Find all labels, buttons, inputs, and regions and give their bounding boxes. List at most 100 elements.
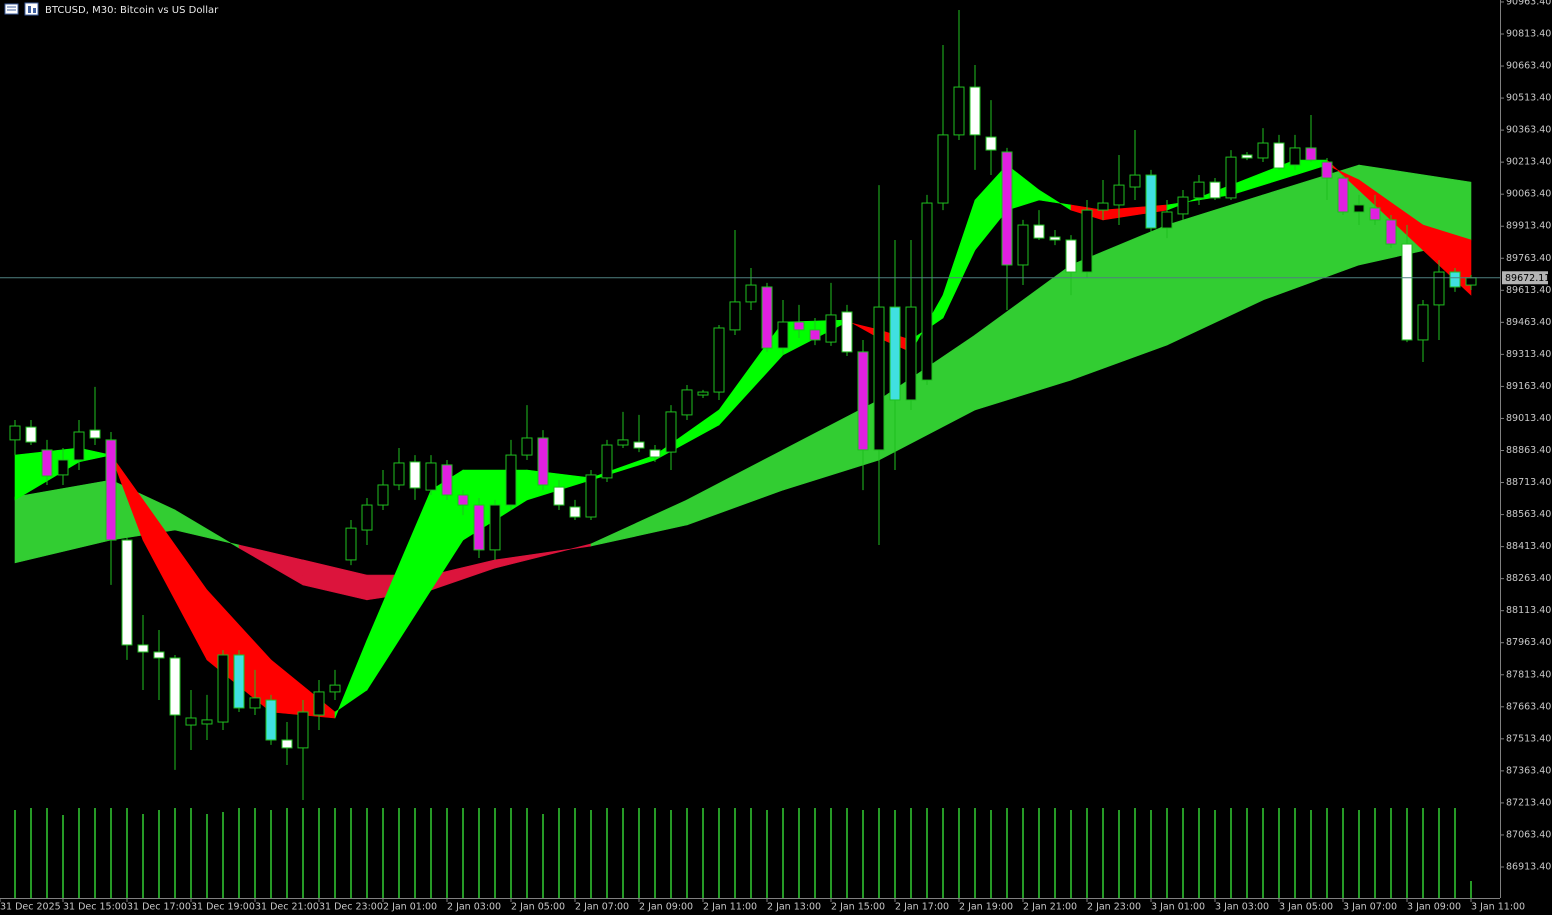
candle-body <box>1433 271 1445 306</box>
icon-bar <box>33 8 36 13</box>
x-tick-label: 2 Jan 13:00 <box>767 902 821 913</box>
y-tick-label: 88263.40 <box>1506 573 1551 584</box>
candle-body <box>1417 304 1429 341</box>
y-tick-label: 89913.40 <box>1506 221 1551 232</box>
current-price-label: 89672.11 <box>1505 273 1550 284</box>
x-tick-label: 2 Jan 07:00 <box>575 902 629 913</box>
x-tick-label: 31 Dec 2025 <box>0 902 61 913</box>
candle-body <box>537 437 549 486</box>
candle-body <box>841 311 853 353</box>
candles <box>9 9 1477 801</box>
candle-body <box>489 504 501 551</box>
icon-chart[interactable] <box>24 2 39 16</box>
y-tick-label: 87513.40 <box>1506 733 1551 744</box>
y-tick-label: 87813.40 <box>1506 669 1551 680</box>
candle-body <box>1065 239 1077 273</box>
candle-body <box>89 429 101 439</box>
candle-body <box>9 425 21 441</box>
x-tick-label: 2 Jan 19:00 <box>959 902 1013 913</box>
candle-body <box>1449 271 1461 288</box>
y-tick-label: 88113.40 <box>1506 605 1551 616</box>
candle-body <box>41 449 53 477</box>
ribbons <box>14 159 1472 719</box>
candle-body <box>473 504 485 551</box>
candle-body <box>201 719 213 725</box>
y-tick-label: 88563.40 <box>1506 509 1551 520</box>
x-tick-label: 3 Jan 05:00 <box>1279 902 1333 913</box>
candle-body <box>73 431 85 461</box>
candle-body <box>713 327 725 393</box>
candle-body <box>1353 204 1365 213</box>
x-tick-label: 31 Dec 15:00 <box>63 902 127 913</box>
x-tick-label: 2 Jan 15:00 <box>831 902 885 913</box>
candle-body <box>777 321 789 349</box>
candle-body <box>1161 211 1173 229</box>
candle-body <box>409 461 421 489</box>
y-tick-label: 88713.40 <box>1506 477 1551 488</box>
candle-body <box>265 699 277 741</box>
x-tick-label: 2 Jan 03:00 <box>447 902 501 913</box>
y-tick-label: 90063.40 <box>1506 189 1551 200</box>
candle-body <box>217 654 229 723</box>
candle-body <box>985 136 997 151</box>
x-tick-label: 2 Jan 21:00 <box>1023 902 1077 913</box>
y-tick-label: 87213.40 <box>1506 797 1551 808</box>
candle-body <box>825 314 837 343</box>
candle-body <box>505 454 517 506</box>
candle-body <box>25 426 37 443</box>
y-tick-label: 87063.40 <box>1506 829 1551 840</box>
x-tick-label: 31 Dec 21:00 <box>255 902 319 913</box>
x-tick-label: 31 Dec 17:00 <box>127 902 191 913</box>
candle-body <box>1305 147 1317 161</box>
x-tick-label: 2 Jan 09:00 <box>639 902 693 913</box>
y-tick-label: 88413.40 <box>1506 541 1551 552</box>
y-tick-label: 90363.40 <box>1506 125 1551 136</box>
candle-body <box>1193 181 1205 199</box>
x-tick-label: 2 Jan 11:00 <box>703 902 757 913</box>
candle-body <box>1465 277 1477 286</box>
candle-body <box>185 717 197 726</box>
candle-body <box>905 306 917 401</box>
candle-body <box>137 644 149 653</box>
candle-body <box>249 697 261 709</box>
y-tick-label: 89613.40 <box>1506 285 1551 296</box>
chart-title: BTCUSD, M30: Bitcoin vs US Dollar <box>45 5 219 16</box>
x-tick-label: 3 Jan 07:00 <box>1343 902 1397 913</box>
x-tick-label: 2 Jan 23:00 <box>1087 902 1141 913</box>
candle-body <box>553 486 565 506</box>
y-tick-label: 90963.40 <box>1506 0 1551 7</box>
candle-body <box>969 86 981 136</box>
candle-body <box>569 506 581 518</box>
candle-body <box>1369 207 1381 221</box>
x-tick-label: 2 Jan 17:00 <box>895 902 949 913</box>
candle-body <box>281 739 293 749</box>
candle-body <box>745 284 757 303</box>
candle-body <box>345 527 357 561</box>
y-tick-label: 87363.40 <box>1506 765 1551 776</box>
candle-body <box>1273 142 1285 169</box>
candle-body <box>361 504 373 531</box>
candle-body <box>425 462 437 491</box>
candle-body <box>697 391 709 396</box>
candle-body <box>649 449 661 458</box>
candle-body <box>617 439 629 446</box>
candle-body <box>1289 147 1301 166</box>
x-tick-label: 3 Jan 09:00 <box>1407 902 1461 913</box>
candle-body <box>889 306 901 401</box>
candle-body <box>1225 156 1237 199</box>
candle-body <box>665 411 677 453</box>
icon-menu[interactable] <box>4 3 19 15</box>
candle-body <box>1145 174 1157 229</box>
icon-bar <box>28 6 31 13</box>
candle-body <box>153 651 165 659</box>
candle-body <box>1209 181 1221 199</box>
x-tick-label: 2 Jan 05:00 <box>511 902 565 913</box>
candle-body <box>1033 224 1045 239</box>
candle-body <box>809 329 821 341</box>
y-tick-label: 88863.40 <box>1506 445 1551 456</box>
candle-body <box>585 474 597 518</box>
y-tick-label: 90663.40 <box>1506 61 1551 72</box>
candle-body <box>793 321 805 331</box>
title-bar: BTCUSD, M30: Bitcoin vs US Dollar <box>4 2 219 16</box>
candle-body <box>761 286 773 349</box>
